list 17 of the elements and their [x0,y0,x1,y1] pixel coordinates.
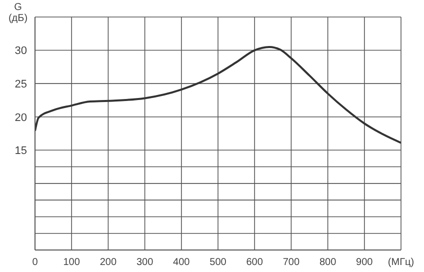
x-tick-label: 900 [356,257,374,268]
y-tick-label: 25 [14,78,27,90]
x-tick-label: 100 [63,257,80,268]
x-tick-label: 200 [100,257,117,268]
x-tick-label: 0 [32,257,38,268]
y-tick-label: 20 [14,112,27,124]
x-tick-label: (МГц) [388,257,414,268]
x-tick-label: 400 [173,257,190,268]
x-tick-label: 700 [282,257,300,268]
x-tick-label: 500 [210,257,227,268]
x-tick-label: 800 [319,257,337,268]
y-tick-label: 30 [14,45,27,58]
x-tick-label: 600 [246,257,264,268]
line-series [35,46,401,144]
x-tick-label: 300 [136,257,154,268]
y-axis-title: G (дБ) [8,2,28,24]
y-tick-label: 15 [14,145,27,158]
